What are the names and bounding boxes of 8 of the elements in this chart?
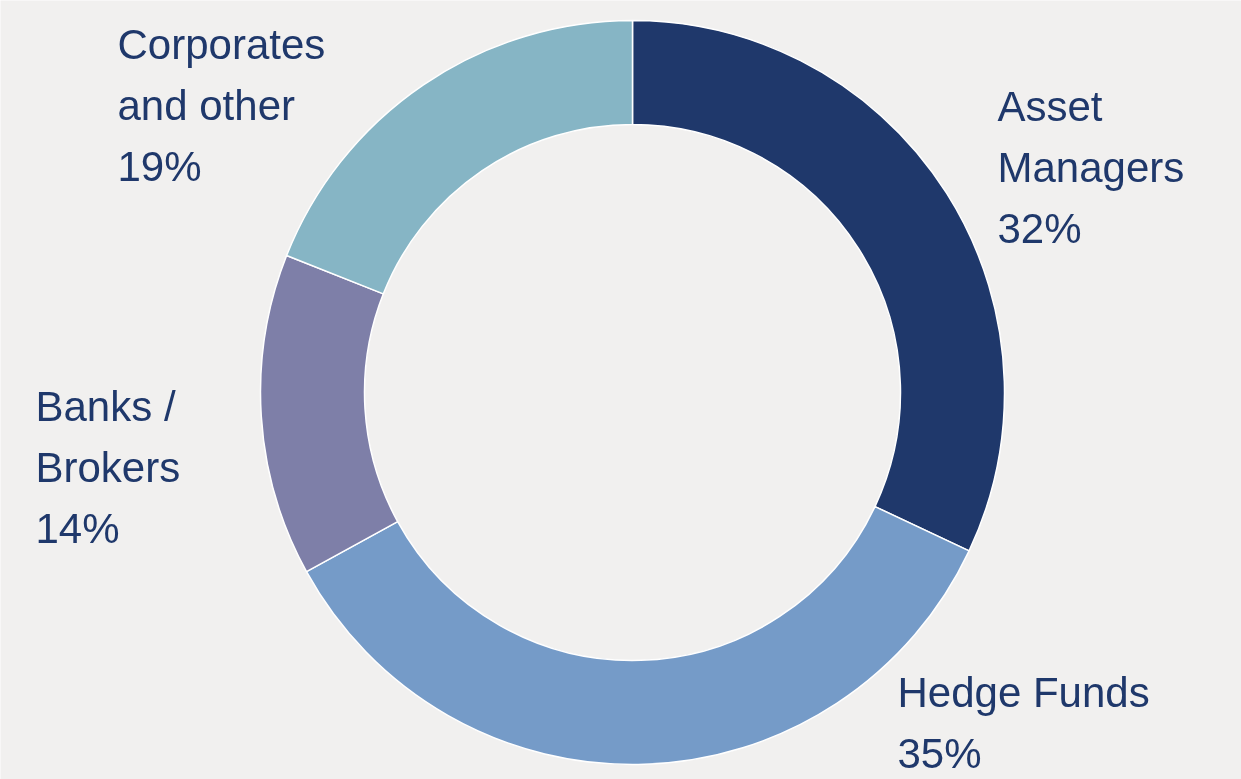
data-label: 14%	[35, 504, 120, 552]
data-label: 19%	[117, 142, 202, 190]
slice-label: Corporates and other	[117, 20, 326, 129]
slice-label: Hedge Funds	[897, 668, 1150, 716]
slice-label: Asset Managers	[997, 82, 1185, 191]
data-label: 32%	[997, 204, 1082, 252]
slice-label: Banks / Brokers	[35, 382, 181, 491]
data-label: 35%	[897, 729, 982, 777]
